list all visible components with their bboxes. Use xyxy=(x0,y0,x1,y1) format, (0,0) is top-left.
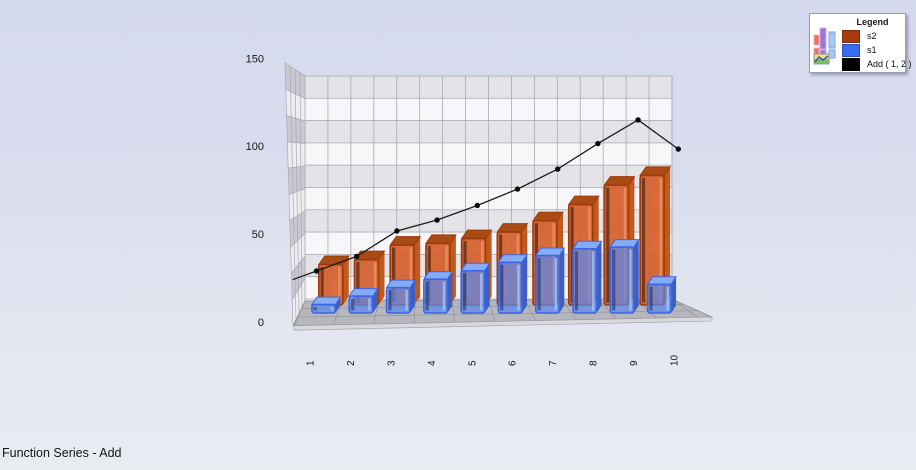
legend-item-s1: s1 xyxy=(842,43,905,57)
bar-s1-side xyxy=(559,248,565,313)
legend-chip-add xyxy=(842,57,860,71)
bar-s1-side xyxy=(522,254,527,313)
bar-s1-side xyxy=(410,280,415,313)
bar-s2-side xyxy=(414,236,421,305)
bar-s1 xyxy=(348,295,374,314)
x-axis-tick-label: 10 xyxy=(669,354,680,366)
y-axis-tick-label: 50 xyxy=(252,229,264,241)
bar-s1 xyxy=(534,254,561,314)
bar-s1-top xyxy=(572,240,603,250)
x-axis-tick-label: 2 xyxy=(346,360,357,366)
bar-s1-top xyxy=(348,288,379,297)
x-axis-tick-label: 6 xyxy=(508,360,519,366)
bar-s1-side xyxy=(335,297,341,313)
y-axis-tick-label: 100 xyxy=(246,141,264,153)
bar-s2-top xyxy=(389,236,422,246)
x-axis-tick-label: 3 xyxy=(386,360,397,366)
legend-label-s2: s2 xyxy=(867,31,877,41)
bar-s1-side xyxy=(633,239,639,313)
bar-s2-side xyxy=(664,166,671,305)
bar-s1 xyxy=(385,286,411,314)
line-point xyxy=(514,186,521,192)
bar-s1-side xyxy=(484,263,490,313)
chart-title: Function Series - Add xyxy=(2,446,122,460)
line-point xyxy=(313,268,320,274)
line-point xyxy=(434,217,440,223)
legend-chip-s1 xyxy=(842,43,860,57)
y-axis-tick-label: 0 xyxy=(258,317,264,329)
bar-s1 xyxy=(311,303,337,314)
x-axis-tick-label: 1 xyxy=(306,360,317,366)
bar-s2-top xyxy=(567,195,600,206)
line-point xyxy=(675,146,681,152)
legend: Legend s2 s1 Add ( 1, 2 ) xyxy=(809,13,912,73)
x-axis-tick-label: 7 xyxy=(548,360,559,366)
x-axis-tick-label: 8 xyxy=(589,360,600,366)
legend-item-add: Add ( 1, 2 ) xyxy=(842,57,912,71)
bar-s2-top xyxy=(496,223,529,233)
line-point xyxy=(635,117,641,123)
bar-s1-top xyxy=(460,262,491,272)
line-point xyxy=(474,202,480,209)
line-point xyxy=(394,228,400,234)
x-axis-tick-label: 4 xyxy=(427,360,438,366)
bar-s1-top xyxy=(534,247,566,256)
bar-s2-top xyxy=(424,234,457,244)
legend-chip-s2 xyxy=(842,29,860,43)
bar-s1-top xyxy=(310,296,342,306)
bar-s1-side xyxy=(671,276,677,313)
bar-s1-top xyxy=(385,279,416,289)
bar-s1 xyxy=(609,246,635,314)
legend-label-s1: s1 xyxy=(867,45,877,55)
bar-s1 xyxy=(460,269,486,314)
bar-s2-side xyxy=(342,256,349,305)
line-point xyxy=(354,253,360,260)
line-point xyxy=(595,140,601,147)
bar-s1 xyxy=(497,261,523,314)
legend-item-s2: s2 xyxy=(842,29,905,43)
bar-s1 xyxy=(646,283,672,314)
line-point xyxy=(555,166,561,172)
bar-s1-side xyxy=(596,241,602,313)
bar-s2-top xyxy=(639,166,672,176)
x-axis-tick-label: 5 xyxy=(467,360,478,366)
bar-s1-side xyxy=(447,271,453,313)
bar-s1-top xyxy=(422,271,454,280)
bar-s2-top xyxy=(603,176,636,186)
bar-s2-top xyxy=(532,211,564,222)
bar-s1 xyxy=(423,278,449,314)
bar-s1-top xyxy=(609,239,640,248)
x-axis-tick-label: 9 xyxy=(629,360,640,366)
bar-s2-top xyxy=(460,229,493,240)
bar-s1-top xyxy=(646,276,678,285)
legend-label-add: Add ( 1, 2 ) xyxy=(867,59,912,69)
chart-gallery-icon xyxy=(813,27,836,65)
y-axis-tick-label: 150 xyxy=(246,53,264,65)
bar-s2-side xyxy=(378,251,385,305)
bar-s1 xyxy=(572,247,598,314)
bar-s1-top xyxy=(497,254,528,263)
legend-title: Legend xyxy=(856,17,889,27)
